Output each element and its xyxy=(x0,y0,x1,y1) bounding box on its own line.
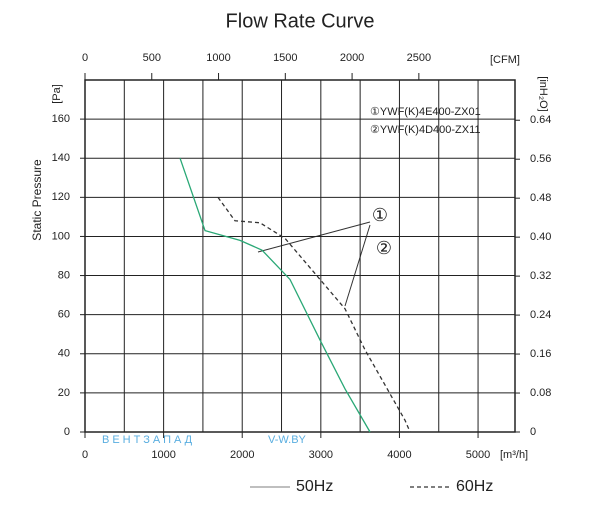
y2-tick-label: 0.56 xyxy=(530,153,551,165)
leader-line xyxy=(257,221,371,253)
y2-tick-label: 0.64 xyxy=(530,114,551,126)
x-tick-label: 1000 xyxy=(151,449,175,461)
y-axis-label: Static Pressure xyxy=(30,159,44,241)
x2-tick-label: 1500 xyxy=(273,52,297,64)
y-tick-label: 80 xyxy=(58,269,70,281)
x2-tick-label: 1000 xyxy=(206,52,230,64)
y2-tick-label: 0.08 xyxy=(530,387,551,399)
x-tick-label: 4000 xyxy=(387,449,411,461)
y2-tick-label: 0.24 xyxy=(530,309,551,321)
callout-1: ① xyxy=(372,205,388,225)
x-tick-label: 3000 xyxy=(309,449,333,461)
y2-tick-label: 0.48 xyxy=(530,192,551,204)
x-tick-label: 2000 xyxy=(230,449,254,461)
leader-line xyxy=(344,224,371,307)
y-tick-label: 20 xyxy=(58,387,70,399)
x2-unit: [CFM] xyxy=(490,54,520,66)
legend-label: 60Hz xyxy=(456,478,493,495)
watermark: V-W.BY xyxy=(268,434,307,446)
plot-frame xyxy=(84,79,516,433)
y-unit: [Pa] xyxy=(51,84,63,104)
y2-tick-label: 0.40 xyxy=(530,231,551,243)
y2-tick-label: 0 xyxy=(530,426,536,438)
y-tick-label: 160 xyxy=(52,113,70,125)
y2-tick-label: 0.32 xyxy=(530,270,551,282)
x2-tick-label: 2000 xyxy=(340,52,364,64)
y-tick-label: 120 xyxy=(52,191,70,203)
x2-tick-label: 500 xyxy=(143,52,161,64)
y-tick-label: 100 xyxy=(52,230,70,242)
x2-tick-label: 0 xyxy=(82,52,88,64)
y-tick-label: 40 xyxy=(58,348,70,360)
y-tick-label: 60 xyxy=(58,309,70,321)
x-tick-label: 5000 xyxy=(466,449,490,461)
x2-tick-label: 2500 xyxy=(407,52,431,64)
y-tick-label: 0 xyxy=(64,426,70,438)
model-2: ②YWF(K)4D400-ZX11 xyxy=(370,124,481,136)
callout-2: ② xyxy=(376,238,392,258)
x-unit: [m³/h] xyxy=(500,449,528,461)
watermark: ВЕНТЗАПАД xyxy=(102,434,195,446)
chart-title: Flow Rate Curve xyxy=(226,10,375,32)
model-1: ①YWF(K)4E400-ZX01 xyxy=(370,106,481,118)
y-tick-label: 140 xyxy=(52,152,70,164)
y2-tick-label: 0.16 xyxy=(530,348,551,360)
series-line xyxy=(179,158,371,433)
legend-label: 50Hz xyxy=(296,478,333,495)
x-tick-label: 0 xyxy=(82,449,88,461)
y2-unit: [inH₂O] xyxy=(537,76,549,111)
series-line xyxy=(217,196,411,433)
